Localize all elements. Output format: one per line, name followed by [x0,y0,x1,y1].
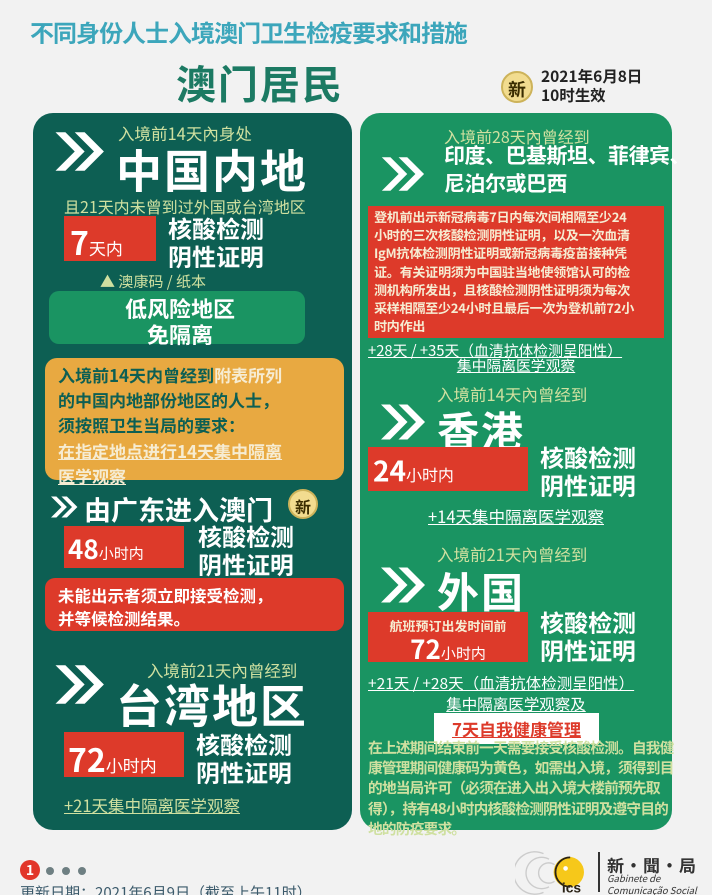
svg-text:ics: ics [562,880,582,895]
